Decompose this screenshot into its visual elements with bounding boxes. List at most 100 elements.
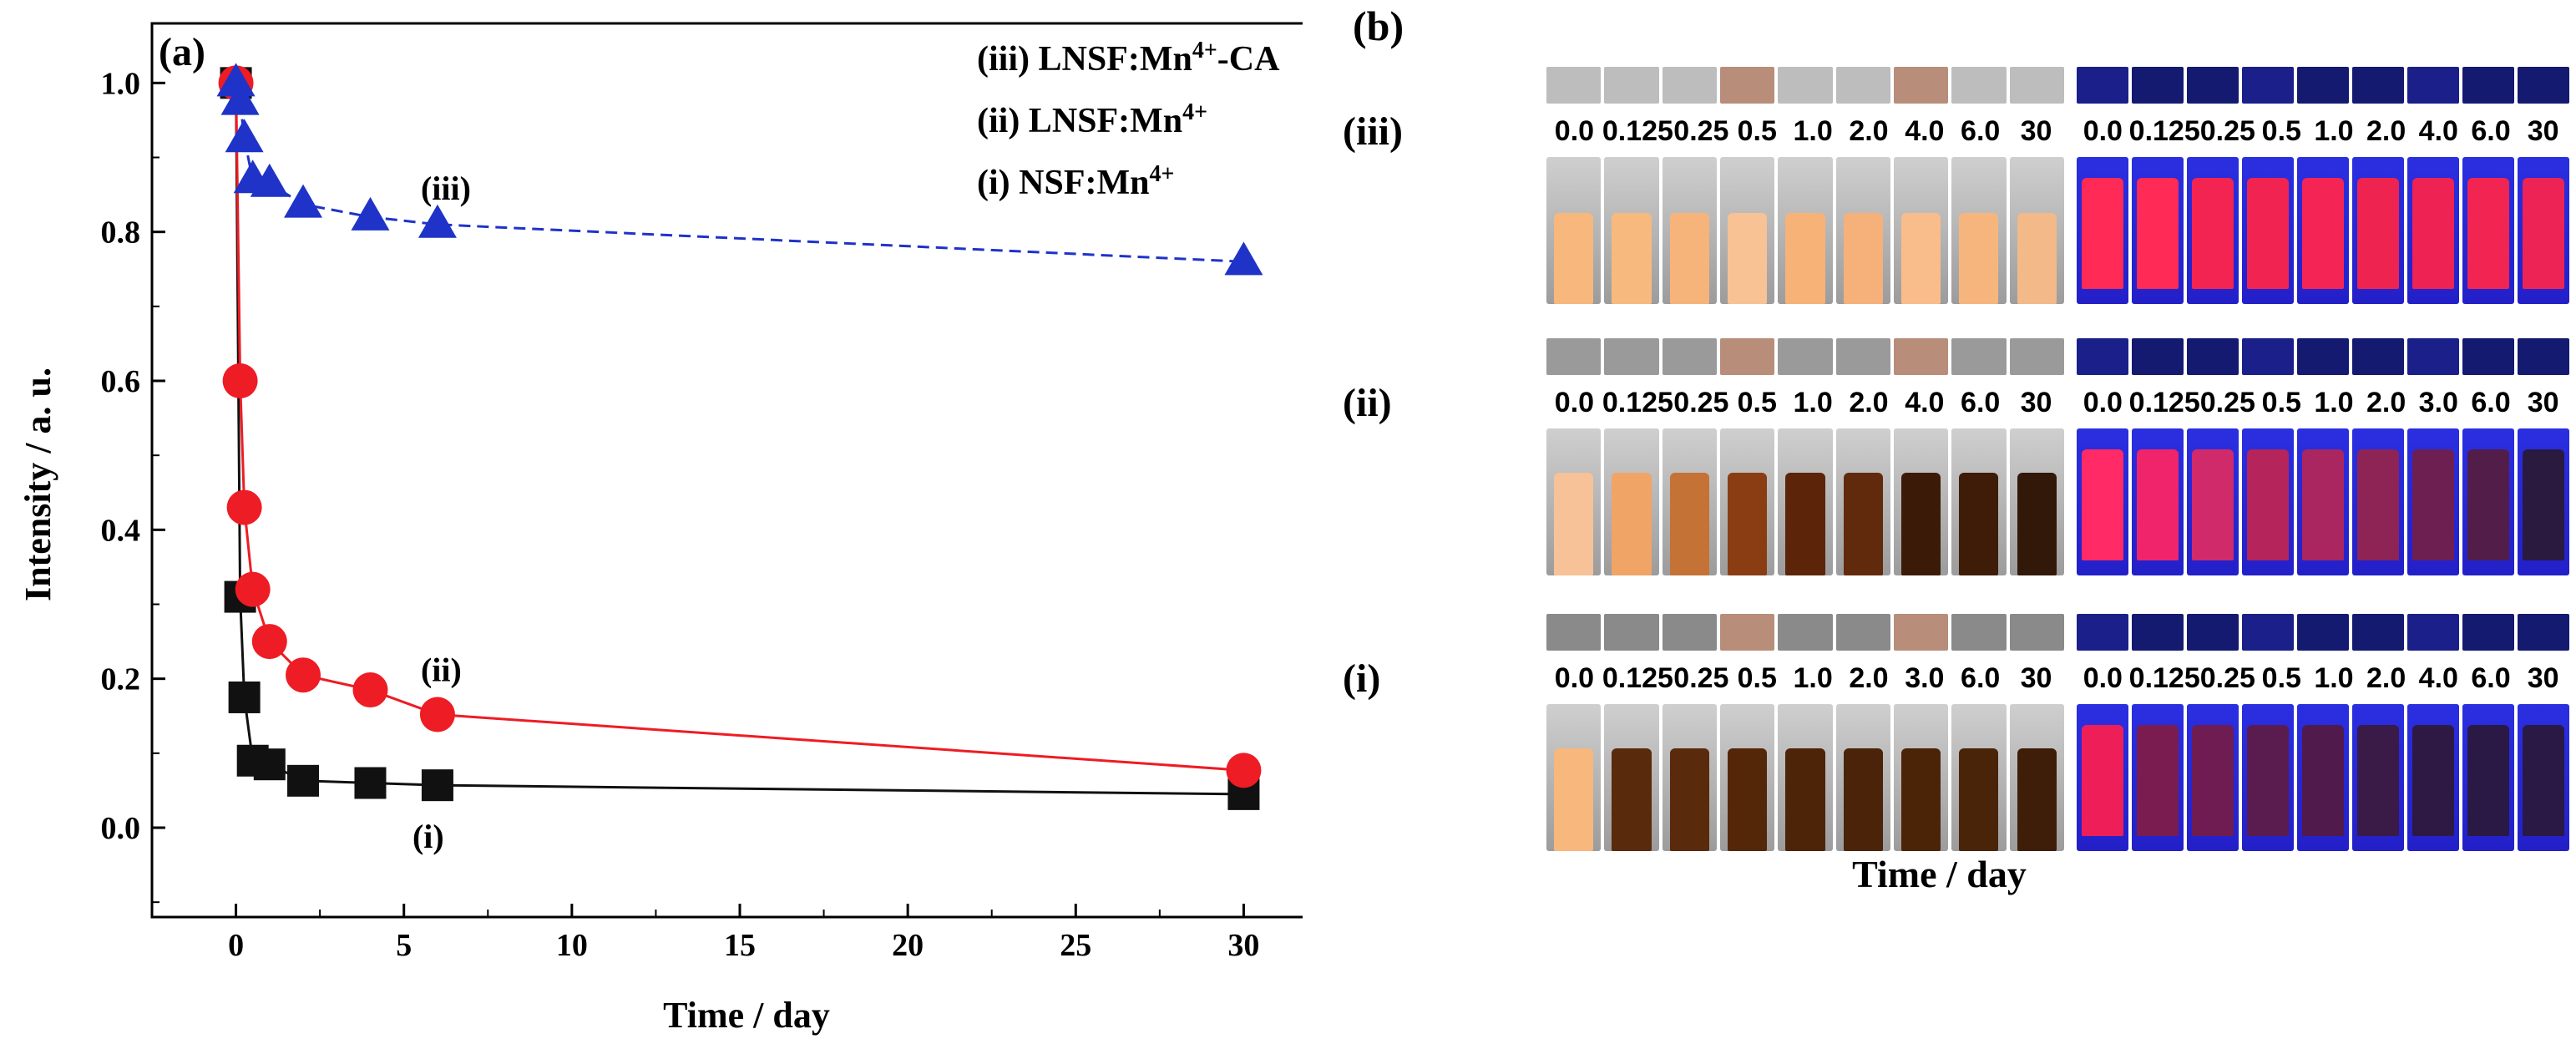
vial-thumbnail [2352,67,2404,104]
time-label: 0.125 [1602,115,1673,147]
vial-thumbnail [2518,614,2569,651]
vial-thumbnail [2297,338,2349,375]
vial-thumbnail [2407,338,2459,375]
uv-time-labels: 0.0 0.125 0.25 0.5 1.0 2.0 4.0 6.0 30 [2077,115,2569,148]
vial-thumbnail [1604,338,1659,375]
data-point [418,204,457,238]
data-point [352,672,388,708]
vial-thumbnail [2462,67,2514,104]
time-label: 0.125 [2128,387,2200,418]
x-axis-title: Time / day [663,995,830,1036]
uv-vial-photo [2407,157,2459,304]
time-label: 0.125 [2128,115,2200,147]
time-label: 0.5 [2261,387,2301,418]
uv-vial-photo [2187,704,2239,851]
time-label: 6.0 [1961,387,2001,418]
vial-thumbnail [2077,614,2128,651]
uv-thumbnail-strip [2077,338,2569,375]
uv-vial-photo [2132,157,2184,304]
vial-thumbnail [2242,338,2294,375]
vial-thumbnail [2407,614,2459,651]
vial-thumbnail [1951,614,2007,651]
time-label: 1.0 [1793,387,1833,418]
series-label: (i) [412,818,444,855]
y-tick-label: 0.4 [101,513,141,548]
vial-contents [2247,449,2289,561]
data-point [222,363,258,398]
uv-vial-photo [2462,428,2514,575]
data-point [419,697,455,732]
time-label: 0.0 [1554,115,1595,147]
vial-contents [1554,748,1594,851]
vial-thumbnail [2187,338,2239,375]
time-label: 4.0 [2418,115,2458,147]
vial-contents [2247,177,2289,290]
daylight-vial-photo [1951,428,2007,575]
y-tick-label: 0.0 [101,811,141,846]
daylight-vial-photo [1546,157,1602,304]
vial-thumbnail [2077,338,2128,375]
vial-contents [2017,748,2057,851]
vial-contents [2082,177,2123,290]
x-tick-label: 15 [724,928,756,963]
time-label: 6.0 [2471,387,2511,418]
time-label: 0.25 [2199,387,2255,418]
uv-vial-photo [2297,428,2349,575]
chart-axes: 0 5 10 15 20 25 30 0.0 0.2 0.4 0.6 0.8 1.0 [101,22,1303,963]
daylight-vial-row [1546,157,2064,304]
uv-vial-photo [2297,704,2349,851]
vial-photo-panel: (b) (iii) 0.0 0.125 0.25 0.5 1.0 2.0 4.0 6.0 30 0.… [1303,0,2576,1039]
vial-thumbnail [1546,67,1602,104]
vial-thumbnail [2352,338,2404,375]
vial-thumbnail [2297,67,2349,104]
data-point [228,681,261,713]
uv-vial-photo [2242,157,2294,304]
vial-contents [2523,177,2564,290]
vial-contents [1843,212,1883,304]
group-label: (iii) [1343,109,1403,154]
daylight-vial-photo [1604,428,1659,575]
vial-contents [1901,472,1941,575]
uv-vial-photo [2352,428,2404,575]
daylight-time-labels: 0.0 0.125 0.25 0.5 1.0 2.0 4.0 6.0 30 [1546,115,2064,148]
uv-time-labels: 0.0 0.125 0.25 0.5 1.0 2.0 3.0 6.0 30 [2077,387,2569,419]
daylight-time-labels: 0.0 0.125 0.25 0.5 1.0 2.0 3.0 6.0 30 [1546,662,2064,695]
time-label: 30 [2527,662,2559,694]
daylight-vial-photo [2009,704,2064,851]
vial-thumbnail [1778,338,1833,375]
time-label: 4.0 [1905,115,1945,147]
time-label: 2.0 [1849,387,1889,418]
time-label: 0.125 [1602,662,1673,694]
time-label: 0.0 [2083,115,2123,147]
panel-a-label: (a) [159,30,205,74]
uv-vial-photo [2462,157,2514,304]
data-point [253,748,286,781]
vial-contents [2357,449,2399,561]
time-label: 2.0 [2366,387,2406,418]
data-point [287,764,320,797]
series-triangle [216,63,1263,276]
vial-group: (iii) 0.0 0.125 0.25 0.5 1.0 2.0 4.0 6.0 30 0.0 0.1… [1303,50,2576,304]
vial-contents [2467,449,2509,561]
y-tick-label: 0.2 [101,662,141,697]
vial-thumbnail [1778,67,1833,104]
vial-thumbnail [1662,338,1717,375]
data-point [235,571,271,607]
daylight-vial-photo [1546,704,1602,851]
time-label: 0.25 [2199,662,2255,694]
daylight-time-labels: 0.0 0.125 0.25 0.5 1.0 2.0 4.0 6.0 30 [1546,387,2064,419]
daylight-vial-row [1546,704,2064,851]
time-label: 30 [2020,115,2052,147]
uv-vial-photo [2518,704,2569,851]
vial-thumbnail [2462,614,2514,651]
vial-thumbnail [2077,67,2128,104]
y-tick-label: 0.6 [101,364,141,399]
daylight-vial-photo [1662,704,1717,851]
x-tick-label: 10 [556,928,588,963]
vial-thumbnail [2009,614,2064,651]
time-label: 1.0 [2314,662,2354,694]
x-tick-label: 30 [1227,928,1259,963]
vial-thumbnail [2187,67,2239,104]
uv-vial-photo [2518,428,2569,575]
vial-thumbnail [2132,67,2184,104]
